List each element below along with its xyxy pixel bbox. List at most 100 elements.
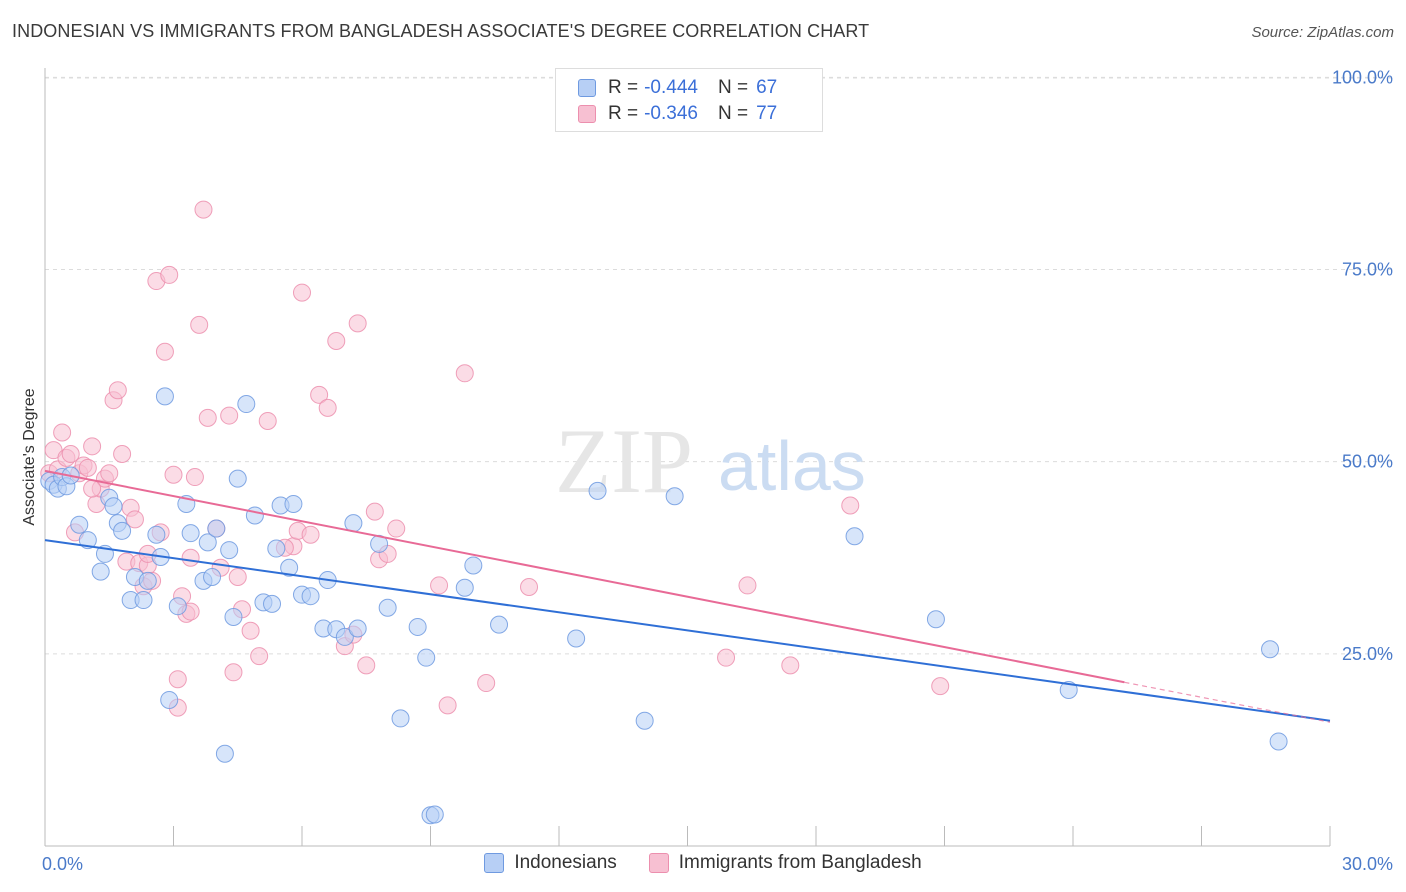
indonesian-point (203, 567, 222, 586)
bangladesh-point (258, 411, 277, 430)
bangladesh-point (348, 314, 367, 333)
indonesian-point (1059, 680, 1078, 699)
bangladesh-point (220, 406, 239, 425)
bangladesh-point (318, 398, 337, 417)
indonesian-point (284, 494, 303, 513)
legend-swatch-blue (578, 79, 596, 97)
indonesian-point (490, 615, 509, 634)
bangladesh-point (83, 479, 102, 498)
x-tick-label: 0.0% (42, 854, 83, 874)
bangladesh-point (164, 465, 183, 484)
bangladesh-point (194, 200, 213, 219)
legend-label: Indonesians (514, 852, 617, 873)
indonesian-point (635, 711, 654, 730)
indonesian-point (155, 387, 174, 406)
legend-r-label: R = (608, 103, 639, 124)
series-legend: Indonesians Immigrants from Bangladesh (0, 852, 1406, 874)
indonesian-point (464, 556, 483, 575)
bangladesh-point (430, 576, 449, 595)
indonesian-trend-line (44, 539, 1331, 722)
indonesian-point (665, 487, 684, 506)
legend-label: Immigrants from Bangladesh (678, 852, 922, 873)
bangladesh-point (228, 567, 247, 586)
indonesian-point (267, 539, 286, 558)
bangladesh-point (357, 656, 376, 675)
bangladesh-point (168, 670, 187, 689)
legend-n-value: 67 (756, 77, 778, 98)
legend-swatch-blue (484, 853, 505, 873)
bangladesh-point (198, 408, 217, 427)
scatter-points (40, 200, 1288, 825)
bangladesh-point (53, 423, 72, 442)
bangladesh-point (717, 648, 736, 667)
bangladesh-point (293, 283, 311, 302)
bangladesh-point (181, 548, 200, 567)
bangladesh-point (438, 696, 457, 715)
legend-r-value: -0.444 (644, 77, 698, 98)
legend-swatch-pink (648, 853, 669, 873)
bangladesh-point (781, 656, 800, 675)
legend-row-bangladesh: R = -0.346 N = 77 (578, 102, 777, 126)
trend-lines (44, 469, 1331, 723)
bangladesh-point (250, 647, 269, 666)
bangladesh-point (387, 519, 406, 538)
legend-n-label: N = (717, 77, 749, 98)
bangladesh-point (155, 342, 174, 361)
axes (44, 68, 1331, 847)
legend-n-value: 77 (756, 103, 778, 124)
bangladesh-point (113, 445, 132, 463)
legend-item-bangladesh[interactable]: Immigrants from Bangladesh (648, 852, 922, 874)
indonesian-point (228, 469, 247, 488)
bangladesh-point (455, 364, 474, 383)
indonesian-point (408, 617, 427, 636)
watermark-atlas: atlas (718, 427, 866, 505)
indonesian-point (348, 619, 367, 638)
indonesian-point (134, 591, 153, 610)
indonesian-point (220, 541, 239, 560)
indonesian-point (160, 690, 179, 709)
x-tick-label: 30.0% (1342, 854, 1393, 874)
bangladesh-point (160, 265, 179, 284)
bangladesh-point (241, 621, 260, 640)
indonesian-point (588, 481, 607, 500)
legend-swatch-pink (578, 105, 596, 123)
bangladesh-trend-extension (1124, 681, 1331, 723)
y-tick-label: 25.0% (1342, 644, 1393, 664)
legend-item-indonesians[interactable]: Indonesians (484, 852, 617, 874)
y-axis-label: Associate's Degree (21, 388, 38, 525)
indonesian-point (263, 594, 282, 613)
indonesian-point (207, 519, 226, 538)
bangladesh-point (310, 385, 329, 404)
indonesian-point (425, 805, 444, 824)
indonesian-point (181, 524, 200, 543)
bangladesh-point (185, 468, 204, 487)
indonesian-point (301, 587, 320, 606)
indonesian-point (113, 521, 132, 540)
indonesian-point (198, 533, 217, 552)
indonesian-point (168, 597, 187, 616)
tick-labels: 25.0% 50.0% 75.0% 100.0% 0.0% 30.0% (42, 67, 1393, 874)
indonesian-point (455, 578, 474, 597)
indonesian-point (845, 527, 864, 546)
indonesian-point (1269, 732, 1288, 751)
bangladesh-point (125, 510, 144, 529)
indonesian-point (215, 744, 234, 763)
indonesian-point (104, 497, 123, 516)
indonesian-point (147, 525, 166, 544)
bangladesh-point (224, 663, 243, 682)
indonesian-point (91, 562, 110, 581)
bangladesh-point (520, 577, 539, 596)
bangladesh-point (477, 674, 496, 693)
indonesian-point (78, 531, 97, 550)
bangladesh-trend-line (44, 469, 1125, 684)
indonesian-point (567, 629, 586, 648)
indonesian-point (335, 627, 354, 646)
bangladesh-point (301, 525, 320, 544)
y-tick-label: 100.0% (1332, 67, 1393, 87)
y-tick-label: 50.0% (1342, 452, 1393, 472)
y-tick-label: 75.0% (1342, 260, 1393, 280)
bangladesh-point (931, 677, 950, 696)
chart-title: INDONESIAN VS IMMIGRANTS FROM BANGLADESH… (12, 21, 870, 41)
grid (45, 76, 1392, 655)
